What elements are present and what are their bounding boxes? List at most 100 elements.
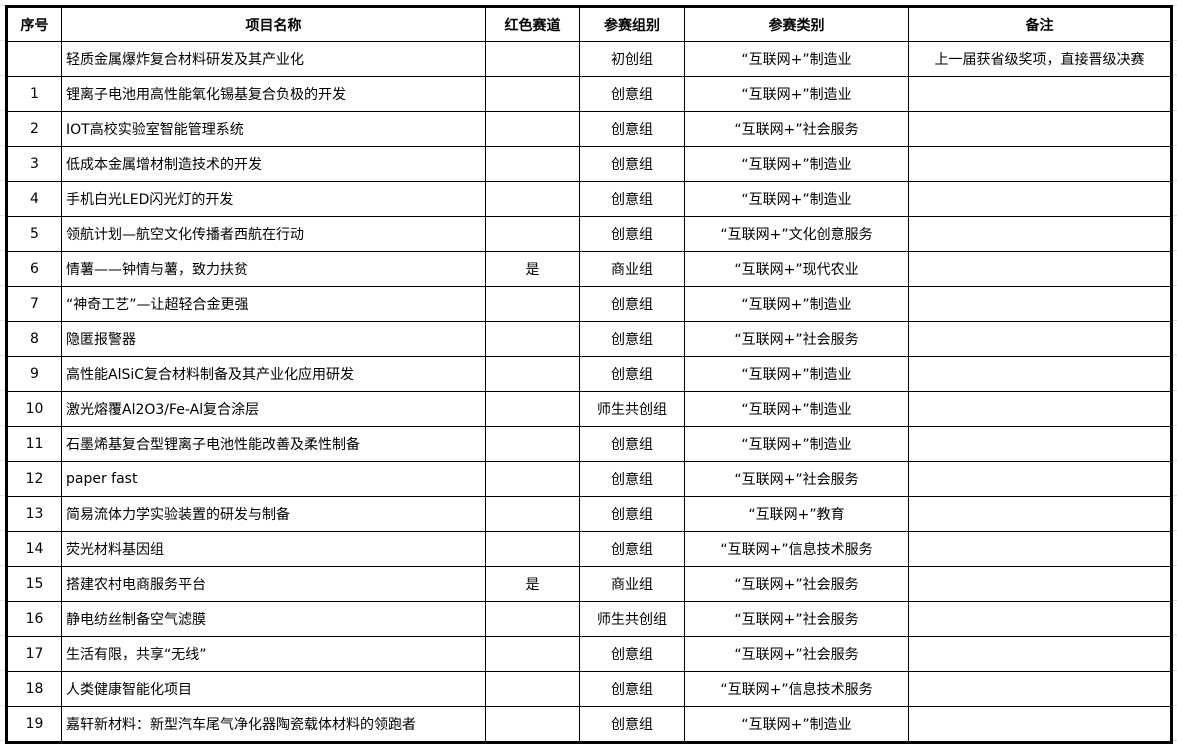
cell-note[interactable] (908, 111, 1172, 147)
cell-group[interactable]: 创意组 (579, 216, 685, 252)
cell-no[interactable]: 16 (6, 601, 62, 637)
cell-red-track[interactable]: 是 (485, 251, 580, 287)
cell-red-track[interactable] (485, 76, 580, 112)
cell-note[interactable] (908, 356, 1172, 392)
cell-note[interactable] (908, 251, 1172, 287)
cell-group[interactable]: 创意组 (579, 496, 685, 532)
cell-group[interactable]: 创意组 (579, 706, 685, 743)
cell-no[interactable]: 7 (6, 286, 62, 322)
cell-note[interactable] (908, 321, 1172, 357)
cell-note[interactable] (908, 496, 1172, 532)
cell-name[interactable]: 隐匿报警器 (61, 321, 486, 357)
cell-no[interactable]: 15 (6, 566, 62, 602)
cell-category[interactable]: “互联网+”社会服务 (684, 461, 909, 497)
cell-note[interactable]: 上一届获省级奖项，直接晋级决赛 (908, 41, 1172, 77)
cell-name[interactable]: 嘉轩新材料：新型汽车尾气净化器陶瓷载体材料的领跑者 (61, 706, 486, 743)
cell-group[interactable]: 创意组 (579, 286, 685, 322)
cell-group[interactable]: 创意组 (579, 321, 685, 357)
cell-note[interactable] (908, 426, 1172, 462)
cell-group[interactable]: 创意组 (579, 181, 685, 217)
cell-name[interactable]: 领航计划—航空文化传播者西航在行动 (61, 216, 486, 252)
cell-group[interactable]: 创意组 (579, 531, 685, 567)
cell-red-track[interactable] (485, 181, 580, 217)
cell-note[interactable] (908, 601, 1172, 637)
cell-no[interactable]: 11 (6, 426, 62, 462)
cell-no[interactable]: 14 (6, 531, 62, 567)
cell-no[interactable]: 3 (6, 146, 62, 182)
cell-note[interactable] (908, 146, 1172, 182)
cell-name[interactable]: 低成本金属增材制造技术的开发 (61, 146, 486, 182)
cell-category[interactable]: “互联网+”信息技术服务 (684, 531, 909, 567)
cell-red-track[interactable] (485, 636, 580, 672)
cell-note[interactable] (908, 181, 1172, 217)
cell-no[interactable]: 5 (6, 216, 62, 252)
cell-category[interactable]: “互联网+”社会服务 (684, 566, 909, 602)
header-category[interactable]: 参赛类别 (684, 6, 909, 42)
cell-no[interactable]: 8 (6, 321, 62, 357)
cell-no[interactable]: 13 (6, 496, 62, 532)
header-name[interactable]: 项目名称 (61, 6, 486, 42)
cell-group[interactable]: 创意组 (579, 461, 685, 497)
cell-note[interactable] (908, 216, 1172, 252)
cell-name[interactable]: 荧光材料基因组 (61, 531, 486, 567)
cell-group[interactable]: 商业组 (579, 251, 685, 287)
cell-no[interactable]: 12 (6, 461, 62, 497)
cell-red-track[interactable] (485, 321, 580, 357)
cell-group[interactable]: 创意组 (579, 111, 685, 147)
cell-red-track[interactable] (485, 601, 580, 637)
cell-no[interactable]: 4 (6, 181, 62, 217)
cell-red-track[interactable] (485, 391, 580, 427)
cell-note[interactable] (908, 76, 1172, 112)
cell-red-track[interactable] (485, 286, 580, 322)
cell-category[interactable]: “互联网+”教育 (684, 496, 909, 532)
cell-group[interactable]: 师生共创组 (579, 601, 685, 637)
cell-category[interactable]: “互联网+”制造业 (684, 706, 909, 743)
cell-category[interactable]: “互联网+”现代农业 (684, 251, 909, 287)
cell-no[interactable]: 17 (6, 636, 62, 672)
cell-group[interactable]: 创意组 (579, 76, 685, 112)
cell-no[interactable]: 2 (6, 111, 62, 147)
cell-group[interactable]: 初创组 (579, 41, 685, 77)
cell-no[interactable]: 1 (6, 76, 62, 112)
cell-no[interactable]: 19 (6, 706, 62, 743)
cell-name[interactable]: 搭建农村电商服务平台 (61, 566, 486, 602)
cell-note[interactable] (908, 531, 1172, 567)
header-no[interactable]: 序号 (6, 6, 62, 42)
cell-category[interactable]: “互联网+”制造业 (684, 391, 909, 427)
cell-name[interactable]: 生活有限，共享“无线” (61, 636, 486, 672)
cell-note[interactable] (908, 566, 1172, 602)
cell-name[interactable]: 轻质金属爆炸复合材料研发及其产业化 (61, 41, 486, 77)
cell-name[interactable]: “神奇工艺”—让超轻合金更强 (61, 286, 486, 322)
cell-no[interactable]: 6 (6, 251, 62, 287)
cell-category[interactable]: “互联网+”文化创意服务 (684, 216, 909, 252)
cell-note[interactable] (908, 286, 1172, 322)
cell-category[interactable]: “互联网+”社会服务 (684, 601, 909, 637)
cell-note[interactable] (908, 391, 1172, 427)
cell-group[interactable]: 创意组 (579, 671, 685, 707)
cell-red-track[interactable] (485, 41, 580, 77)
cell-red-track[interactable] (485, 426, 580, 462)
cell-group[interactable]: 创意组 (579, 636, 685, 672)
cell-red-track[interactable] (485, 531, 580, 567)
cell-category[interactable]: “互联网+”信息技术服务 (684, 671, 909, 707)
cell-red-track[interactable]: 是 (485, 566, 580, 602)
cell-category[interactable]: “互联网+”制造业 (684, 356, 909, 392)
cell-name[interactable]: 情薯——钟情与薯，致力扶贫 (61, 251, 486, 287)
cell-category[interactable]: “互联网+”制造业 (684, 181, 909, 217)
cell-red-track[interactable] (485, 671, 580, 707)
cell-group[interactable]: 创意组 (579, 426, 685, 462)
cell-category[interactable]: “互联网+”制造业 (684, 426, 909, 462)
cell-red-track[interactable] (485, 216, 580, 252)
cell-category[interactable]: “互联网+”社会服务 (684, 111, 909, 147)
cell-red-track[interactable] (485, 146, 580, 182)
cell-name[interactable]: 人类健康智能化项目 (61, 671, 486, 707)
cell-group[interactable]: 创意组 (579, 356, 685, 392)
cell-red-track[interactable] (485, 111, 580, 147)
cell-name[interactable]: 石墨烯基复合型锂离子电池性能改善及柔性制备 (61, 426, 486, 462)
cell-name[interactable]: 静电纺丝制备空气滤膜 (61, 601, 486, 637)
cell-note[interactable] (908, 636, 1172, 672)
cell-group[interactable]: 创意组 (579, 146, 685, 182)
cell-red-track[interactable] (485, 461, 580, 497)
cell-group[interactable]: 商业组 (579, 566, 685, 602)
cell-group[interactable]: 师生共创组 (579, 391, 685, 427)
